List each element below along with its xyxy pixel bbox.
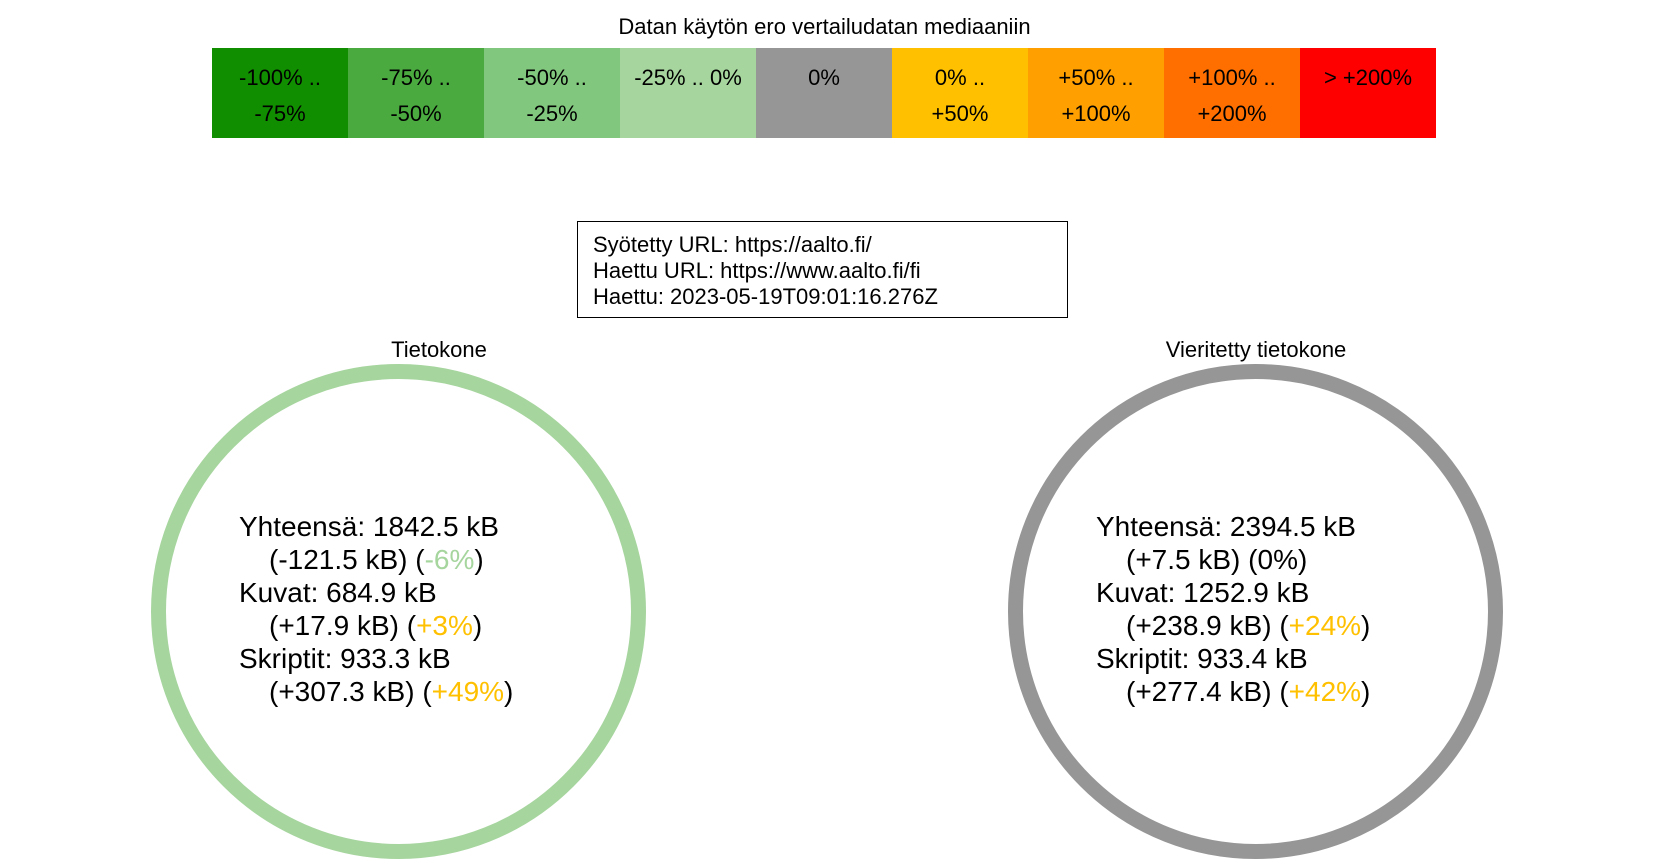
scrolled-desktop-title: Vieritetty tietokone — [1165, 337, 1347, 362]
scripts-diff-line: (+277.4 kB) (+42%) — [1126, 676, 1371, 707]
images-percent: +24% — [1288, 610, 1362, 641]
legend-cell: 0% .. +50% — [892, 48, 1028, 138]
total-diff: (-121.5 kB) — [269, 544, 408, 575]
url-info-box: Syötetty URL: https://aalto.fi/ Haettu U… — [577, 221, 1068, 318]
total-diff-line: (-121.5 kB) (-6%) — [269, 544, 484, 575]
fetched-url: Haettu URL: https://www.aalto.fi/fi — [593, 258, 921, 283]
total-diff-line: (+7.5 kB) (0%) — [1126, 544, 1308, 575]
images-diff: (+17.9 kB) — [269, 610, 399, 641]
total-percent: -6% — [424, 544, 475, 575]
legend-cell: > +200% — [1300, 48, 1436, 138]
legend-cell: -50% .. -25% — [484, 48, 620, 138]
legend-title: Datan käytön ero vertailudatan mediaanii… — [618, 14, 1031, 39]
scripts-percent: +42% — [1288, 676, 1362, 707]
images-percent: +3% — [416, 610, 473, 641]
scrolled-desktop-stats: Yhteensä: 2394.5 kB (+7.5 kB) (0%) Kuvat… — [1096, 510, 1370, 708]
images-diff-line: (+17.9 kB) (+3%) — [269, 610, 483, 641]
total-percent: 0% — [1257, 544, 1298, 575]
scripts-diff: (+277.4 kB) — [1126, 676, 1272, 707]
images-diff: (+238.9 kB) — [1126, 610, 1272, 641]
legend-cell: -25% .. 0% — [620, 48, 756, 138]
images-line: Kuvat: 684.9 kB — [239, 577, 437, 608]
legend-cell: +100% .. +200% — [1164, 48, 1300, 138]
color-legend: -100% .. -75% -75% .. -50% -50% .. -25% … — [212, 48, 1436, 138]
legend-cell: -100% .. -75% — [212, 48, 348, 138]
entered-url: Syötetty URL: https://aalto.fi/ — [593, 232, 872, 257]
desktop-title: Tietokone — [391, 337, 487, 362]
total-diff: (+7.5 kB) — [1126, 544, 1241, 575]
scripts-line: Skriptit: 933.4 kB — [1096, 643, 1308, 674]
desktop-stats: Yhteensä: 1842.5 kB (-121.5 kB) (-6%) Ku… — [239, 510, 513, 708]
legend-cell: +50% .. +100% — [1028, 48, 1164, 138]
scripts-percent: +49% — [431, 676, 505, 707]
scripts-line: Skriptit: 933.3 kB — [239, 643, 451, 674]
total-line: Yhteensä: 1842.5 kB — [239, 511, 499, 542]
images-diff-line: (+238.9 kB) (+24%) — [1126, 610, 1371, 641]
scripts-diff-line: (+307.3 kB) (+49%) — [269, 676, 514, 707]
fetched-timestamp: Haettu: 2023-05-19T09:01:16.276Z — [593, 284, 938, 309]
legend-cell: 0% — [756, 48, 892, 138]
legend-cell: -75% .. -50% — [348, 48, 484, 138]
scripts-diff: (+307.3 kB) — [269, 676, 415, 707]
images-line: Kuvat: 1252.9 kB — [1096, 577, 1310, 608]
total-line: Yhteensä: 2394.5 kB — [1096, 511, 1356, 542]
